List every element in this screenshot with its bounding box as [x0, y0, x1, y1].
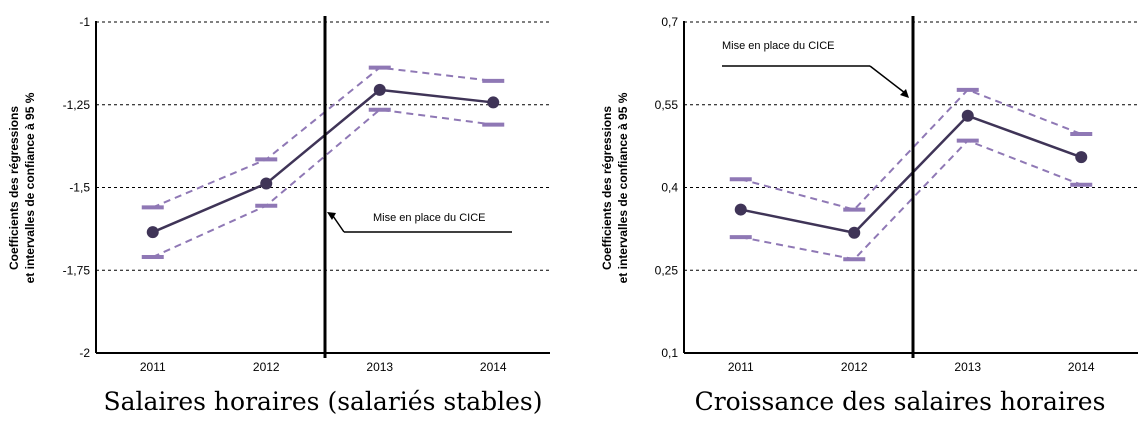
- lower-bound-line: [740, 139, 1082, 261]
- y-tick-label: 0,1: [661, 346, 678, 360]
- coefficient-point: [373, 83, 386, 96]
- annotation-arrowhead: [327, 212, 336, 220]
- coefficient-line: [740, 114, 1082, 235]
- y-axis-label: Coefficients des régressions: [600, 106, 614, 270]
- coefficient-line: [152, 88, 494, 234]
- y-axis-label: et intervalles de confiance à 95 %: [616, 92, 630, 283]
- x-tick-label: 2014: [480, 360, 507, 374]
- y-tick-label: 0,25: [655, 263, 679, 277]
- x-tick-label: 2012: [253, 360, 280, 374]
- annotation-label: Mise en place du CICE: [373, 212, 486, 224]
- coefficient-point: [961, 109, 974, 122]
- x-tick-label: 2013: [366, 360, 393, 374]
- y-axis-label: Coefficients des régressions: [7, 106, 21, 270]
- lower-bound-line: [152, 108, 494, 258]
- y-tick-label: -2: [79, 346, 90, 360]
- coefficient-point: [848, 226, 861, 239]
- chart-panel-2: 0,1 0,25 0,4 0,55 0,7 2011 2012 2013 2014 Coeffic…: [600, 15, 1138, 416]
- annotation-arrow: [869, 65, 906, 94]
- annotation-arrow: [332, 215, 345, 233]
- chart-caption: Salaires horaires (salariés stables): [103, 387, 542, 416]
- y-tick-label: -1,25: [63, 98, 91, 112]
- upper-bound-line: [740, 88, 1082, 211]
- y-axis-label: et intervalles de confiance à 95 %: [23, 92, 37, 283]
- annotation-arrowhead: [900, 89, 909, 98]
- annotation-label: Mise en place du CICE: [722, 40, 835, 52]
- x-tick-label: 2012: [841, 360, 868, 374]
- chart-panel-1: -2 -1,75 -1,5 -1,25 -1 2011 2012 2013 2014 Coeffi…: [7, 15, 550, 416]
- x-tick-label: 2014: [1068, 360, 1095, 374]
- coefficient-point: [734, 203, 747, 216]
- y-tick-label: 0,55: [655, 98, 679, 112]
- upper-bound-line: [152, 66, 494, 209]
- coefficient-point: [260, 177, 273, 190]
- chart-caption: Croissance des salaires horaires: [695, 387, 1106, 416]
- y-tick-label: -1,75: [63, 263, 91, 277]
- coefficient-point: [1075, 151, 1088, 164]
- x-tick-label: 2013: [954, 360, 981, 374]
- coefficient-point: [487, 96, 500, 109]
- y-tick-label: 0,7: [661, 15, 678, 29]
- y-tick-label: 0,4: [661, 181, 678, 195]
- x-tick-label: 2011: [728, 360, 754, 374]
- y-tick-label: -1,5: [69, 181, 90, 195]
- coefficient-point: [146, 226, 159, 239]
- x-tick-label: 2011: [140, 360, 166, 374]
- y-tick-label: -1: [79, 15, 90, 29]
